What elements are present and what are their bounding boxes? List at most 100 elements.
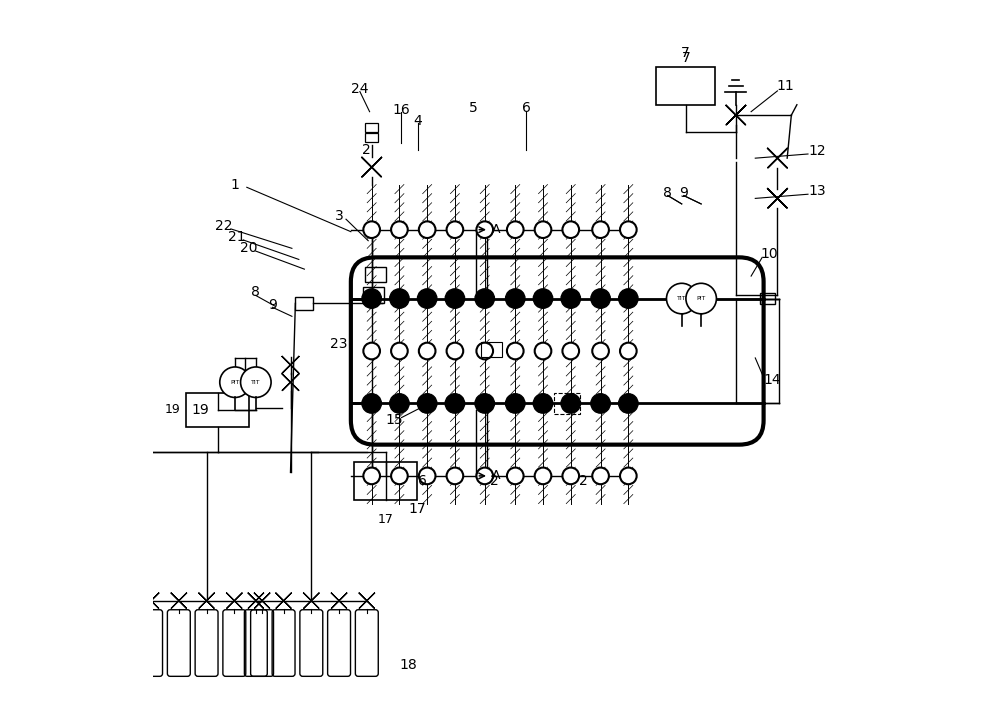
Circle shape [507,221,524,238]
Text: 19: 19 [191,403,209,417]
Bar [365,133,378,142]
Text: 7: 7 [682,51,690,65]
Text: 8: 8 [251,285,260,299]
Circle shape [476,221,493,238]
Text: 13: 13 [809,185,827,199]
Text: A: A [492,223,500,236]
Text: 3: 3 [335,208,343,223]
Bar [354,462,417,500]
Bar [760,293,775,304]
Circle shape [390,394,409,413]
Circle shape [591,394,610,413]
Bar [554,393,580,414]
Circle shape [506,394,525,413]
Circle shape [620,343,637,359]
Circle shape [561,289,580,308]
Text: 12: 12 [809,144,827,158]
Circle shape [391,343,408,359]
Circle shape [620,468,637,484]
Circle shape [417,289,437,308]
Circle shape [533,289,553,308]
Text: 5: 5 [469,101,478,115]
Text: 10: 10 [760,247,778,261]
Circle shape [447,343,463,359]
Circle shape [619,394,638,413]
Circle shape [533,394,553,413]
Circle shape [619,289,638,308]
Circle shape [419,343,435,359]
Text: 8: 8 [663,186,672,200]
Text: 7: 7 [681,46,690,60]
Circle shape [686,284,716,314]
Text: 11: 11 [777,79,795,93]
Circle shape [419,221,435,238]
Bar [481,342,502,357]
Text: 24: 24 [351,82,369,95]
Text: 16: 16 [393,102,410,117]
Circle shape [475,394,494,413]
Bar [365,124,378,132]
Text: 2: 2 [579,475,588,489]
Circle shape [562,468,579,484]
Bar [186,392,249,428]
Text: A: A [492,470,500,482]
Circle shape [475,289,494,308]
Text: 9: 9 [268,298,277,312]
Circle shape [417,394,437,413]
Circle shape [362,394,381,413]
Text: PIT: PIT [230,380,240,385]
Text: 21: 21 [228,230,245,244]
Text: 2: 2 [490,475,499,489]
Text: 15: 15 [386,413,403,428]
Circle shape [666,284,697,314]
Bar [365,267,386,282]
Text: 1: 1 [231,178,239,192]
Circle shape [592,468,609,484]
Circle shape [561,394,580,413]
Circle shape [447,468,463,484]
Bar [656,67,715,105]
Circle shape [562,343,579,359]
Text: 14: 14 [763,373,781,387]
Circle shape [391,221,408,238]
Text: PIT: PIT [696,296,706,301]
Circle shape [390,289,409,308]
Text: 23: 23 [330,337,348,351]
Circle shape [220,367,250,397]
Circle shape [391,468,408,484]
Circle shape [535,221,551,238]
Text: 22: 22 [215,219,233,233]
Circle shape [562,221,579,238]
Text: 20: 20 [240,241,258,256]
Text: 6: 6 [522,101,531,115]
Circle shape [535,343,551,359]
Circle shape [592,221,609,238]
Circle shape [419,468,435,484]
Circle shape [445,289,465,308]
Bar [295,297,313,310]
Circle shape [506,289,525,308]
Text: TIT: TIT [677,296,687,301]
Text: 9: 9 [679,186,688,200]
Circle shape [507,468,524,484]
Bar [363,287,384,303]
Text: 17: 17 [378,512,393,526]
Circle shape [476,343,493,359]
Circle shape [363,221,380,238]
Circle shape [476,468,493,484]
Text: TIT: TIT [251,380,261,385]
Text: 6: 6 [418,475,427,489]
Circle shape [362,289,381,308]
Circle shape [363,343,380,359]
Circle shape [591,289,610,308]
Text: 2: 2 [362,143,371,157]
Circle shape [592,343,609,359]
Circle shape [241,367,271,397]
Circle shape [535,468,551,484]
Circle shape [363,468,380,484]
Text: 4: 4 [414,114,423,128]
Circle shape [507,343,524,359]
Circle shape [620,221,637,238]
Text: 18: 18 [400,658,417,672]
Text: 17: 17 [408,502,426,516]
